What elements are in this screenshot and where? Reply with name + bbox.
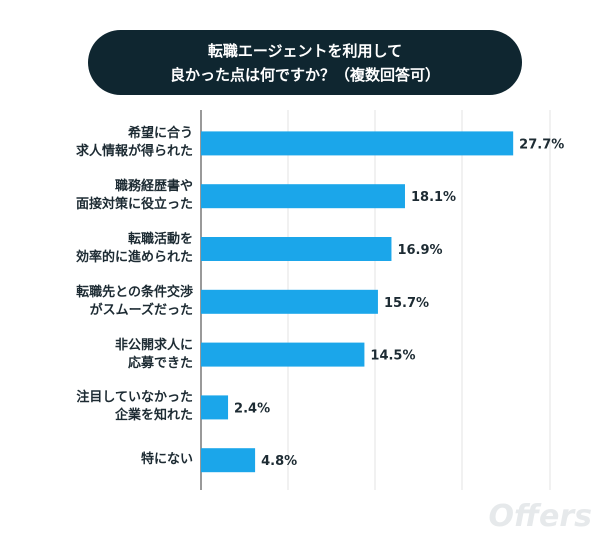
bar [201, 448, 256, 473]
bar [201, 395, 229, 420]
bar [201, 342, 365, 367]
category-label: 職務経歴書や 面接対策に役立った [75, 179, 193, 213]
category-label: 転職活動を 効率的に進められた [75, 232, 193, 265]
value-label: 14.5% [370, 349, 415, 364]
category-label: 注目していなかった 企業を知れた [76, 390, 193, 424]
value-label: 27.7% [519, 137, 564, 152]
chart-title: 転職エージェントを利用して 良かった点は何ですか？（複数回答可） [88, 30, 522, 95]
category-label: 希望に合う 求人情報が得られた [75, 126, 193, 160]
category-label: 非公開求人に 応募できた [114, 337, 193, 371]
brand: Offers [488, 499, 592, 534]
bar [201, 237, 392, 261]
category-label: 転職先との条件交渉 がスムーズだった [76, 284, 193, 318]
value-label: 18.1% [411, 190, 456, 205]
bar [201, 131, 514, 156]
value-label: 2.4% [234, 401, 270, 416]
bar [201, 184, 405, 209]
bar [201, 289, 378, 314]
category-label: 特にない [140, 452, 193, 468]
value-label: 15.7% [384, 296, 429, 311]
value-label: 16.9% [397, 243, 442, 258]
value-label: 4.8% [261, 454, 297, 469]
